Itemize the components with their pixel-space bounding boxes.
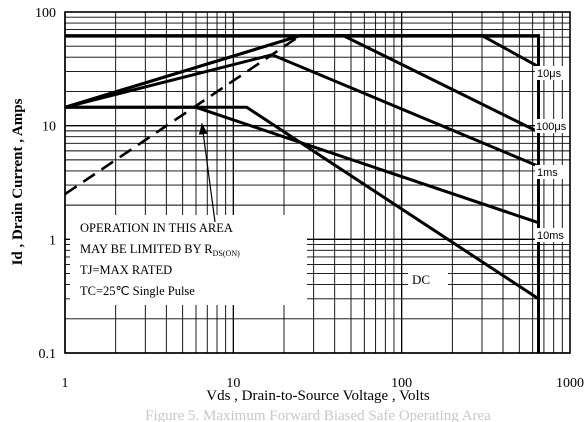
series-max-limit: [65, 34, 540, 353]
annotation-line-3: TJ=MAX RATED: [80, 263, 172, 277]
annotation-line-2: MAY BE LIMITED BY RDS(ON): [80, 242, 240, 258]
1ms-curve-label: 1ms: [537, 167, 558, 179]
100us-curve-label: 100μs: [536, 121, 567, 133]
annotation-arrowhead: [198, 123, 208, 135]
annotation-line-1: OPERATION IN THIS AREA: [80, 221, 233, 235]
10ms-label-box: [535, 228, 575, 242]
y-tick-label: 100: [35, 6, 56, 21]
x-tick-label: 1: [62, 376, 69, 391]
100us-label-box: [535, 119, 579, 133]
series-dc: [65, 105, 540, 301]
x-tick-label: 1000: [556, 376, 584, 391]
series-100-s: [64, 34, 540, 134]
1ms-label-box: [535, 165, 571, 179]
series-rds-on-limit: [64, 34, 302, 196]
figure-caption: Figure 5. Maximum Forward Biased Safe Op…: [145, 408, 491, 422]
10us-curve-label: 10μs: [537, 68, 562, 80]
annotation-text: OPERATION IN THIS AREA MAY BE LIMITED BY…: [80, 221, 240, 298]
x-tick-label: 10: [226, 376, 240, 391]
10us-label-box: [535, 66, 575, 80]
y-axis-title: Id , Drain Current , Amps: [10, 98, 26, 265]
dc-curve-label: DC: [412, 272, 430, 287]
x-tick-label: 100: [391, 376, 412, 391]
annotation-line-4: TC=25℃ Single Pulse: [80, 284, 195, 298]
x-axis-title: Vds , Drain-to-Source Voltage , Volts: [206, 388, 430, 404]
y-tick-label: 10: [42, 120, 56, 135]
y-tick-label: 0.1: [39, 347, 57, 362]
10ms-curve-label: 10ms: [537, 230, 564, 242]
annotation-box: [70, 215, 307, 305]
tick-labels: 1 10 100 1000 100 10 1 0.1: [35, 6, 584, 391]
plot-frame: [64, 11, 571, 354]
y-tick-label: 1: [49, 233, 56, 248]
curves: [64, 34, 540, 353]
dc-label-box: [408, 270, 448, 287]
annotation-arrow: [201, 123, 216, 223]
